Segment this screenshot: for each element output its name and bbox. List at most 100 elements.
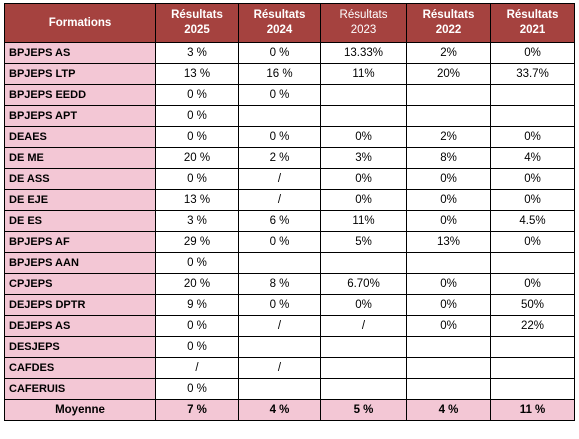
result-cell-2022: 0% [406,294,491,316]
results-table: Formations Résultats 2025 Résultats 2024 R… [4,3,575,421]
result-cell-2022: 2% [406,42,491,64]
header-year-2021: Résultats 2021 [490,3,575,43]
average-row: Moyenne 7 % 4 % 5 % 4 % 11 % [4,399,575,421]
average-2023: 5 % [320,399,407,421]
result-cell-2024: 0 % [238,84,321,106]
result-cell-2021: 33.7% [490,63,575,85]
result-cell-2025: 13 % [155,63,239,85]
result-cell-2021 [490,357,575,379]
table-row: CAFDES / / [4,357,575,379]
header-year-2022: Résultats 2022 [406,3,491,43]
result-cell-2021: 4% [490,147,575,169]
average-2025: 7 % [155,399,239,421]
result-cell-2023 [320,336,407,358]
result-cell-2024: 0 % [238,42,321,64]
formation-name: DE ME [4,147,156,169]
result-cell-2023 [320,357,407,379]
result-cell-2022: 0% [406,315,491,337]
result-cell-2021 [490,252,575,274]
result-cell-2025: 9 % [155,294,239,316]
result-cell-2021: 4.5% [490,210,575,232]
result-cell-2023: 0% [320,126,407,148]
table-row: CAFERUIS 0 % [4,378,575,400]
result-cell-2025: 20 % [155,273,239,295]
result-cell-2021: 0% [490,231,575,253]
result-cell-2021: 0% [490,42,575,64]
result-cell-2022: 13% [406,231,491,253]
result-cell-2021: 0% [490,126,575,148]
result-cell-2024: / [238,189,321,211]
result-cell-2021: 22% [490,315,575,337]
result-cell-2023: 13.33% [320,42,407,64]
header-formations: Formations [4,3,156,43]
result-cell-2025: 0 % [155,378,239,400]
result-cell-2021 [490,84,575,106]
result-cell-2022: 20% [406,63,491,85]
result-cell-2025: 0 % [155,336,239,358]
result-cell-2025: 3 % [155,42,239,64]
header-year-2024: Résultats 2024 [238,3,321,43]
table-row: DE EJE 13 %/0% 0% 0% [4,189,575,211]
result-cell-2023: 11% [320,63,407,85]
result-cell-2022 [406,336,491,358]
result-cell-2022 [406,105,491,127]
result-cell-2025: 0 % [155,105,239,127]
result-cell-2024: 6 % [238,210,321,232]
result-cell-2024: / [238,315,321,337]
formation-name: BPJEPS LTP [4,63,156,85]
header-year-2023: Résultats 2023 [320,3,407,43]
table-row: DE ASS 0 %/0% 0% 0% [4,168,575,190]
table-row: BPJEPS AF 29 % 0 % 5% 13% 0% [4,231,575,253]
result-cell-2024: 16 % [238,63,321,85]
result-cell-2022 [406,378,491,400]
average-2021: 11 % [490,399,575,421]
result-cell-2024: 0 % [238,231,321,253]
formation-name: BPJEPS APT [4,105,156,127]
result-cell-2024 [238,105,321,127]
formation-name: DEJEPS DPTR [4,294,156,316]
formation-name: DE EJE [4,189,156,211]
result-cell-2022 [406,252,491,274]
table-row: BPJEPS AS 3 % 0 % 13.33% 2% 0% [4,42,575,64]
result-cell-2024 [238,336,321,358]
result-cell-2021 [490,336,575,358]
formation-name: BPJEPS AS [4,42,156,64]
result-cell-2022: 2% [406,126,491,148]
formation-name: DEJEPS AS [4,315,156,337]
result-cell-2022: 8% [406,147,491,169]
result-cell-2025: 0 % [155,168,239,190]
formation-name: CAFERUIS [4,378,156,400]
result-cell-2025: 29 % [155,231,239,253]
formation-name: BPJEPS AF [4,231,156,253]
table-row: DESJEPS 0 % [4,336,575,358]
result-cell-2024: 0 % [238,126,321,148]
result-cell-2024: 0 % [238,294,321,316]
result-cell-2023 [320,378,407,400]
result-cell-2024: 8 % [238,273,321,295]
result-cell-2021 [490,378,575,400]
average-2022: 4 % [406,399,491,421]
table-row: DEJEPS DPTR 9 % 0 % 0% 0% 50% [4,294,575,316]
average-2024: 4 % [238,399,321,421]
header-year-2025: Résultats 2025 [155,3,239,43]
table-row: DEJEPS AS 0 % //0% 22% [4,315,575,337]
result-cell-2024: / [238,168,321,190]
table-row: CPJEPS 20 % 8 % 6.70% 0% 0% [4,273,575,295]
header-row: Formations Résultats 2025 Résultats 2024 R… [4,3,575,43]
result-cell-2022: 0% [406,168,491,190]
formation-name: CAFDES [4,357,156,379]
result-cell-2025: 0 % [155,126,239,148]
formation-name: CPJEPS [4,273,156,295]
result-cell-2023: 0% [320,294,407,316]
table-row: BPJEPS APT 0 % [4,105,575,127]
result-cell-2023: 11% [320,210,407,232]
result-cell-2021: 50% [490,294,575,316]
result-cell-2024 [238,378,321,400]
result-cell-2025: 0 % [155,252,239,274]
table-row: BPJEPS EEDD 0 % 0 % [4,84,575,106]
table-row: DEAES 0 % 0 % 0% 2% 0% [4,126,575,148]
result-cell-2024: / [238,357,321,379]
formation-name: BPJEPS EEDD [4,84,156,106]
result-cell-2021: 0% [490,273,575,295]
result-cell-2023: 0% [320,168,407,190]
